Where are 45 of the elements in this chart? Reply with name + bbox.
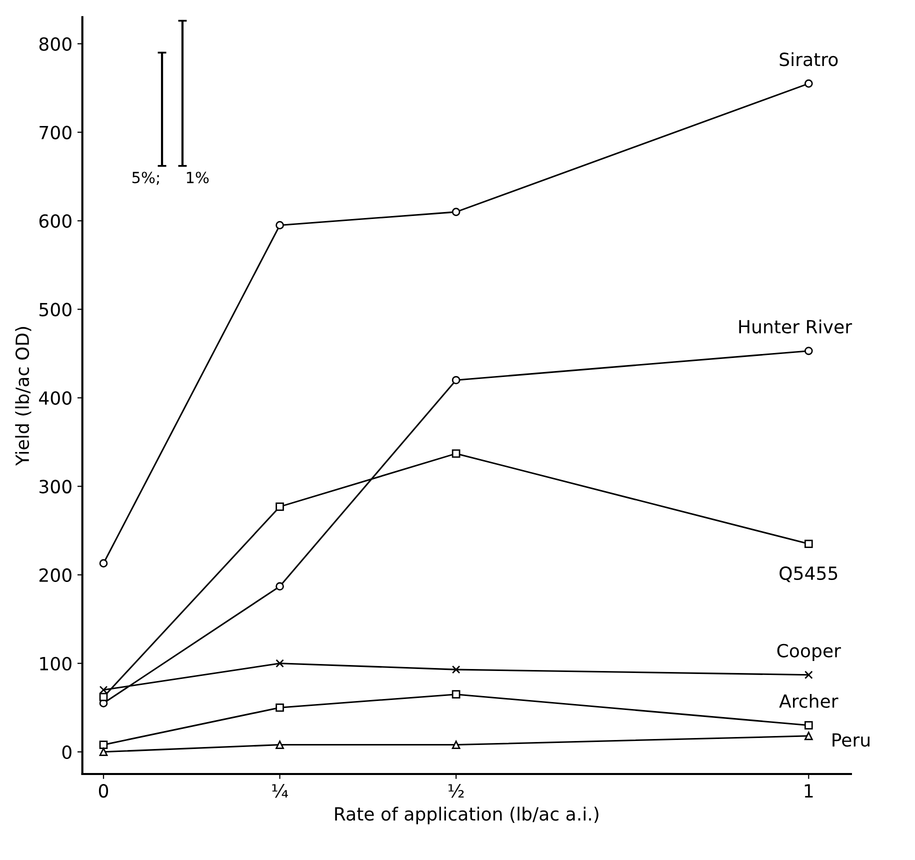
series-label: Archer	[779, 694, 838, 708]
point	[99, 692, 108, 702]
point	[99, 748, 108, 756]
y-tick-label: 0	[62, 745, 72, 759]
series-label: Cooper	[777, 644, 841, 661]
annotation: 1%	[186, 172, 209, 184]
point	[804, 79, 813, 88]
point	[276, 703, 284, 712]
point	[452, 449, 460, 458]
point	[804, 732, 813, 740]
series-label: Hunter River	[739, 320, 852, 334]
point	[276, 582, 284, 591]
x-tick-label: ½	[448, 784, 464, 798]
point	[276, 502, 284, 511]
y-tick-label: 400	[39, 391, 72, 405]
y-tick-label: 700	[40, 126, 72, 140]
point	[804, 540, 813, 548]
point	[452, 665, 460, 674]
x-tick-label: 1	[804, 784, 813, 798]
x-tick-label: 0	[98, 784, 108, 798]
series-label: Siratro	[780, 52, 838, 66]
point	[452, 208, 460, 216]
y-tick-label: 600	[39, 214, 72, 228]
point	[804, 721, 813, 730]
point	[804, 346, 813, 356]
y-tick-label: 100	[40, 656, 72, 670]
y-tick-label: 200	[39, 568, 72, 582]
point	[452, 690, 460, 699]
point	[276, 659, 284, 668]
series-label: Q5455	[780, 566, 838, 582]
y-axis-title: Yield (lb/ac OD)	[15, 327, 32, 466]
series-label: Peru	[832, 733, 870, 747]
point	[452, 376, 460, 384]
point	[452, 740, 460, 749]
point	[99, 740, 108, 749]
point	[99, 559, 108, 568]
y-tick-label: 300	[40, 480, 72, 494]
point	[804, 670, 813, 680]
y-tick-label: 500	[40, 302, 72, 316]
y-tick-label: 800	[39, 37, 72, 51]
annotation: 5%;	[132, 172, 159, 185]
point	[276, 221, 284, 230]
x-tick-label: ¼	[272, 784, 288, 798]
point	[276, 740, 284, 749]
x-axis-title: Rate of application (lb/ac a.i.)	[335, 806, 598, 824]
